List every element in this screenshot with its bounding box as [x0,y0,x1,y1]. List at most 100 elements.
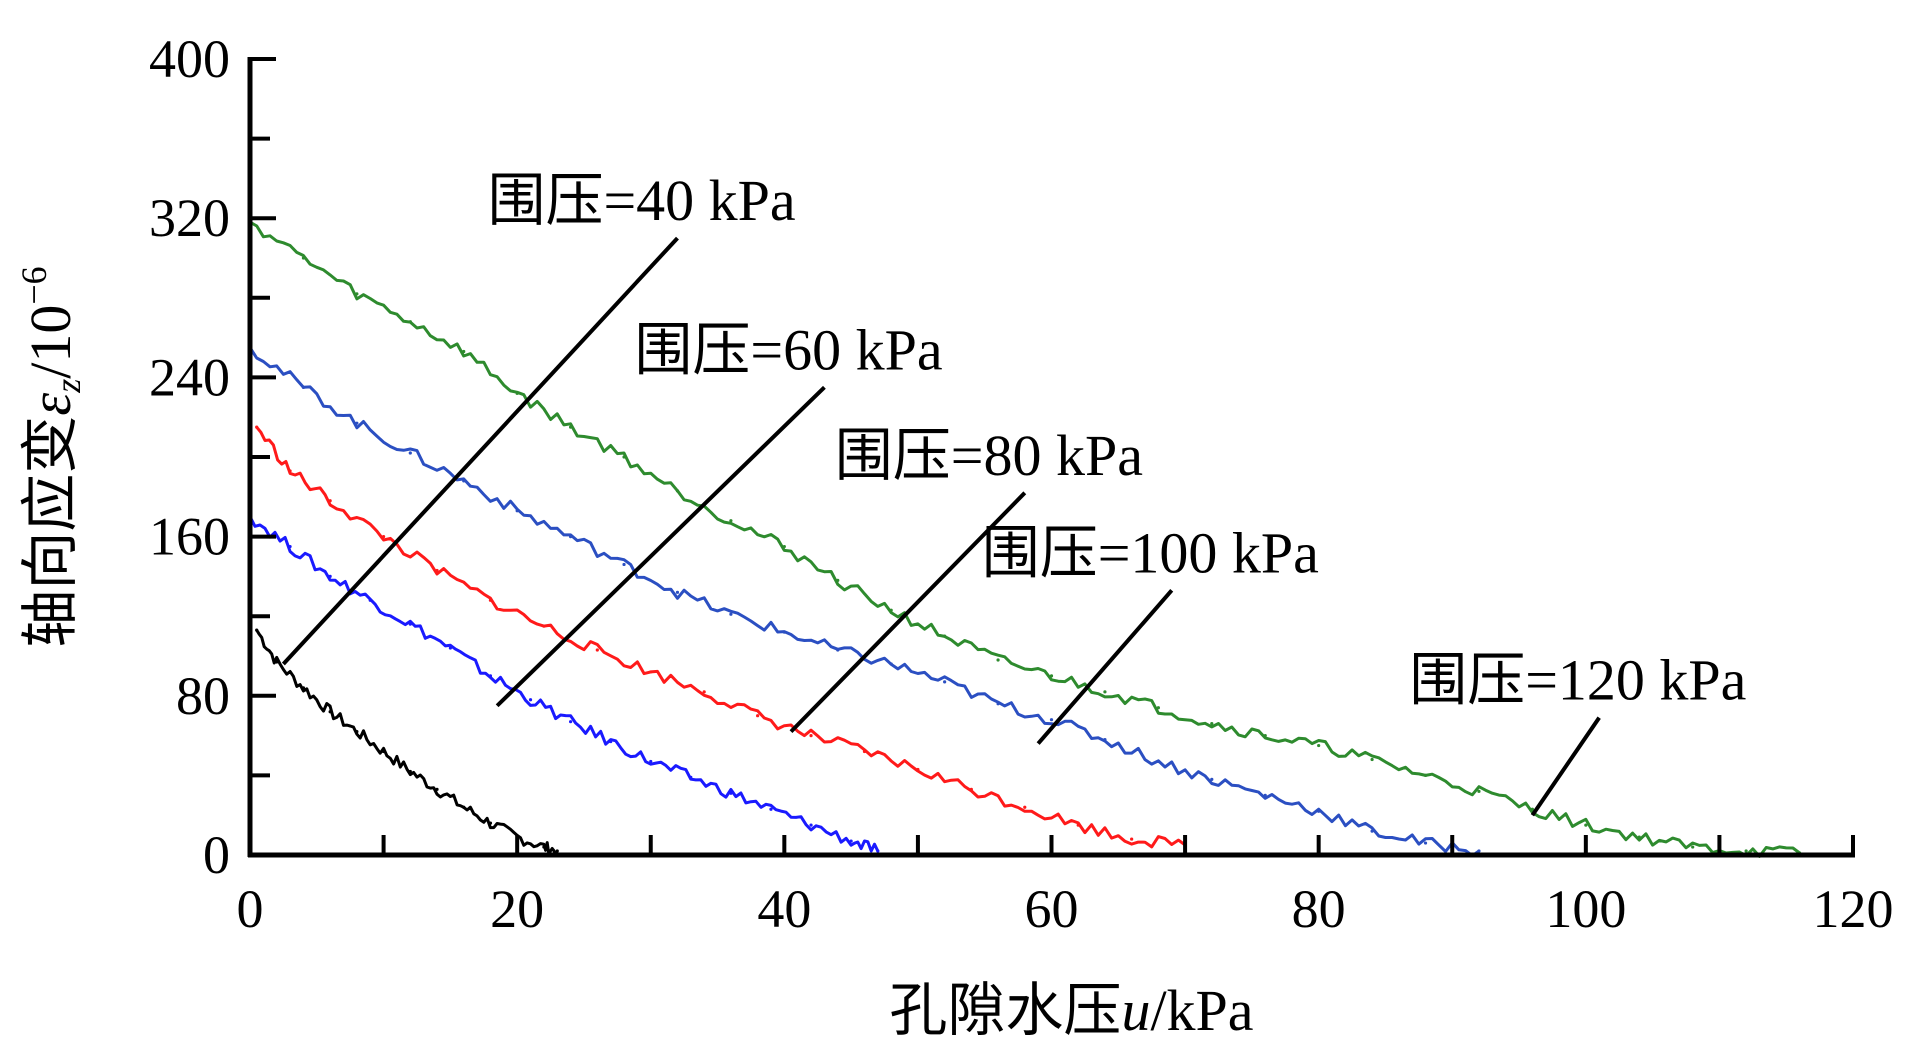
data-point [1477,789,1481,793]
series-line [255,629,559,857]
data-point [809,823,813,827]
annotation-leader-line [789,491,1027,734]
annotation-label: 围压=100 kPa [982,520,1319,585]
data-point [1423,841,1428,845]
data-point [1370,757,1374,762]
data-point [435,787,439,791]
data-point [1103,690,1107,694]
data-point [1317,809,1321,813]
annotation-leader-line [1036,589,1174,745]
data-point [255,425,259,429]
data-point [542,624,546,628]
data-point [1637,835,1641,839]
data-point [528,698,533,702]
data-point [996,658,1000,662]
series-5 [248,220,1802,858]
data-point [328,574,332,579]
data-point [569,535,573,539]
data-point [1530,807,1534,811]
data-point [488,674,493,678]
annotation-label: 围压=40 kPa [487,168,795,233]
data-point [515,391,519,395]
x-axis-title-var: u [1121,978,1150,1043]
data-point [408,622,412,626]
data-point [595,648,599,652]
data-point [408,769,412,774]
tick-layer: 0 20 40 60 80 100 120 0 80 160 240 320 400 [149,29,1894,939]
data-point [515,509,519,513]
data-point [355,730,359,734]
y-tick-label: 240 [149,347,230,407]
x-axis-title-prefix: 孔隙水压 [889,978,1121,1043]
data-point [1049,674,1054,678]
data-point [275,660,279,664]
data-point [649,759,653,764]
data-point [675,489,680,493]
data-point [462,805,466,809]
y-axis-title-var: ε [18,393,83,416]
data-point [729,791,733,795]
data-point [782,544,786,549]
data-point [1156,759,1160,764]
data-point [782,630,786,634]
data-point [1210,777,1214,781]
x-tick-label: 0 [237,879,264,939]
y-tick-label: 80 [176,666,230,726]
data-point [1156,706,1160,710]
data-point [408,320,412,324]
data-point [1423,773,1428,778]
data-point [448,646,452,650]
x-tick-label: 40 [757,879,811,939]
data-point [969,787,973,791]
series-line [249,220,1801,858]
data-point [849,839,853,843]
data-point [675,590,680,594]
data-point [435,568,439,573]
data-point [876,849,880,853]
data-point [622,562,626,567]
x-axis-title-suffix: /kPa [1150,978,1253,1043]
data-point [255,628,259,632]
data-point [862,749,867,754]
data-point [1130,837,1134,841]
data-point [569,425,573,429]
y-tick-label: 400 [149,29,230,89]
data-point [809,734,813,738]
x-tick-label: 80 [1292,879,1346,939]
data-point [462,479,466,483]
annotation-layer: 围压=40 kPa 围压=60 kPa 围压=80 kPa 围压=100 kPa 围压=… [281,168,1746,817]
y-axis-title-sup: −6 [14,266,54,304]
data-point [569,720,573,724]
annotation-leader-line [1530,716,1601,817]
data-point [328,710,332,714]
data-point [836,578,840,582]
data-point [729,612,733,616]
y-axis-title: 轴向应变εz/10−6 [14,266,88,647]
data-point [943,680,947,684]
series-1 [255,628,559,857]
annotation-label: 围压=60 kPa [634,317,942,382]
data-point [769,807,773,811]
data-point [301,256,306,260]
data-point [542,845,546,849]
data-point [381,749,386,754]
data-point [488,821,493,825]
data-point [622,455,626,459]
x-axis-title: 孔隙水压u/kPa [889,978,1253,1043]
data-point [368,598,372,602]
data-point [609,739,613,744]
data-point [1263,734,1267,738]
data-point [1477,849,1481,853]
data-point [301,385,306,389]
data-point [301,686,306,690]
data-point [328,499,332,503]
data-point [288,544,292,549]
annotation-label: 围压=80 kPa [835,423,1143,488]
y-tick-label: 320 [149,188,230,248]
data-point [729,519,733,523]
data-point [1370,829,1374,833]
data-point [1023,805,1027,809]
data-point [702,690,706,694]
data-point [1103,737,1107,742]
